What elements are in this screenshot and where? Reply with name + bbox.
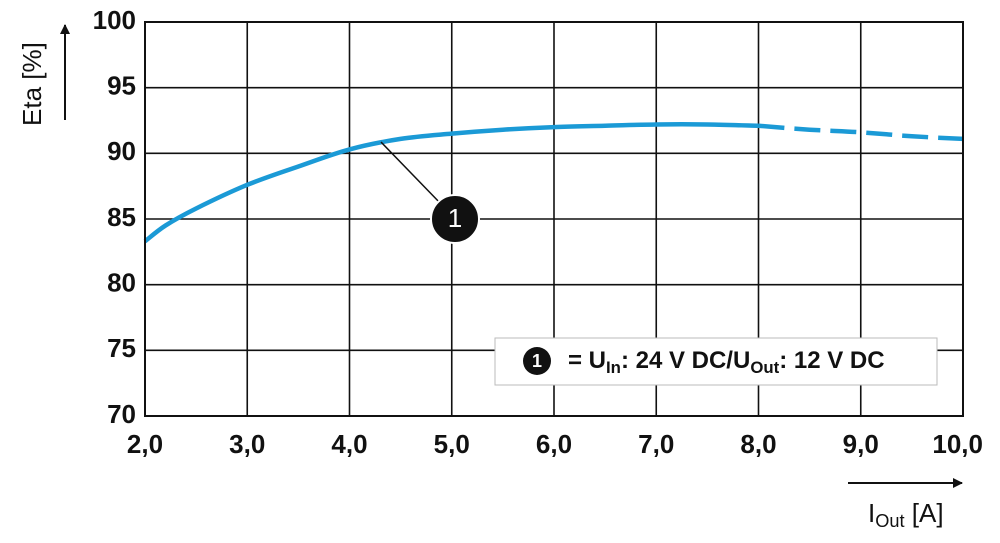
x-tick-label: 8,0 [740, 429, 776, 459]
y-tick-label: 75 [107, 333, 136, 363]
x-tick-label: 5,0 [434, 429, 470, 459]
x-tick-label: 7,0 [638, 429, 674, 459]
subscript: Out [750, 358, 779, 377]
text-part: : 12 V DC [779, 347, 884, 374]
legend-marker [523, 347, 551, 375]
text-part: = U [568, 347, 606, 374]
y-tick-label: 100 [93, 5, 136, 35]
subscript: Out [875, 511, 904, 531]
x-tick-label: 2,0 [127, 429, 163, 459]
x-tick-label: 6,0 [536, 429, 572, 459]
x-tick-label: 9,0 [843, 429, 879, 459]
line [143, 122, 759, 244]
subscript: In [606, 358, 621, 377]
annotation-marker [430, 194, 480, 244]
lines [143, 122, 964, 244]
text-part: : 24 V DC/U [621, 347, 750, 374]
legend-label: = UIn: 24 V DC/UOut: 12 V DC [568, 347, 885, 377]
plot-frame [144, 21, 964, 417]
legend-marker-text: 1 [532, 351, 542, 371]
y-tick-label: 80 [107, 268, 136, 298]
y-tick-label: 85 [107, 202, 136, 232]
x-axis-label: IOut [A] [868, 498, 944, 531]
y-tick-label: 90 [107, 136, 136, 166]
y-axis-label: Eta [%] [17, 42, 47, 126]
x-tick-label: 3,0 [229, 429, 265, 459]
x-tick-label: 10,0 [932, 429, 983, 459]
legend-box [494, 337, 938, 386]
x-tick-label: 4,0 [331, 429, 367, 459]
text-part: I [868, 498, 875, 528]
text-part: [A] [905, 498, 944, 528]
annotation-text: 1 [448, 203, 462, 233]
y-tick-label: 95 [107, 71, 136, 101]
leader-line [380, 141, 443, 206]
y-tick-label: 70 [107, 399, 136, 429]
